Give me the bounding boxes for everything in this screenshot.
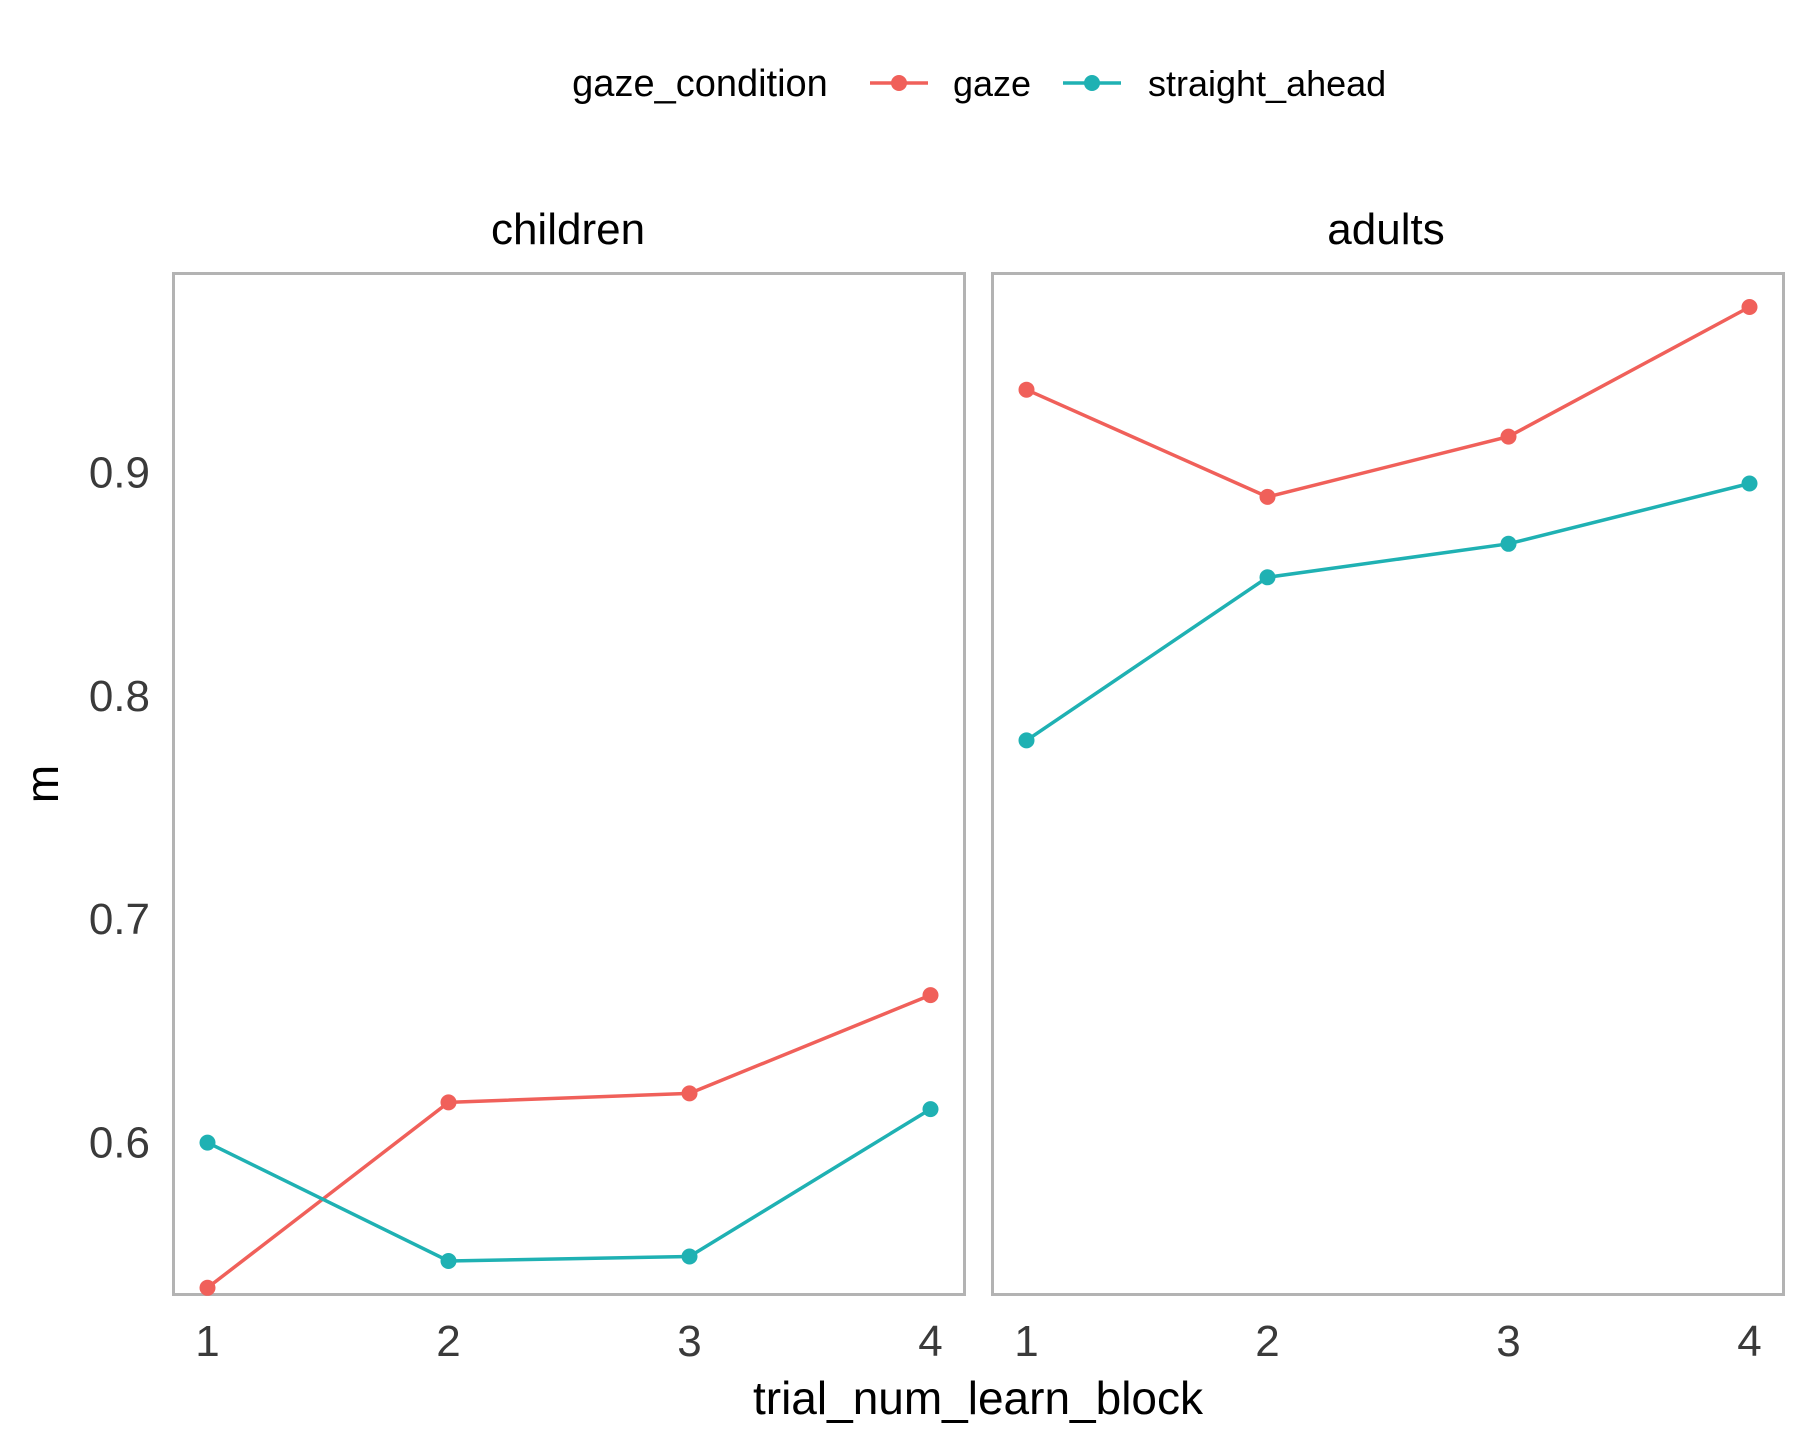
x-tick-label: 4 [918, 1317, 942, 1366]
data-point-children-straight-ahead [681, 1248, 698, 1265]
legend-label-straight-ahead: straight_ahead [1148, 63, 1386, 104]
y-axis: 0.6 0.7 0.8 0.9 [89, 448, 150, 1167]
data-point-children-straight-ahead [440, 1253, 457, 1269]
series-line-children-gaze [206, 993, 932, 1290]
panel-title-children: children [491, 205, 645, 254]
series-line-adults-gaze [1025, 305, 1751, 499]
series-line-adults-straight-ahead [1025, 481, 1750, 742]
legend-key-point-gaze [891, 75, 907, 91]
x-tick-label: 1 [195, 1317, 219, 1366]
panel-frame-adults [991, 272, 1785, 1296]
x-tick-label: 3 [1496, 1317, 1520, 1366]
panel-frame-children [172, 272, 966, 1296]
x-axis: 1 2 3 4 1 2 3 4 [195, 1317, 1761, 1366]
data-point-adults-straight-ahead [1018, 732, 1035, 749]
data-point-adults-straight-ahead [1741, 475, 1758, 492]
y-tick-label: 0.7 [89, 895, 150, 944]
y-tick-label: 0.6 [89, 1119, 150, 1168]
data-point-children-gaze [922, 987, 939, 1004]
panel-title-adults: adults [1327, 205, 1444, 254]
data-point-adults-gaze [1500, 428, 1517, 445]
x-tick-label: 2 [1255, 1317, 1279, 1366]
data-point-children-gaze [681, 1085, 698, 1102]
legend-item-gaze: gaze [870, 63, 1031, 104]
data-point-children-gaze [199, 1279, 216, 1296]
series-line-children-straight-ahead [206, 1107, 932, 1263]
legend-label-gaze: gaze [953, 63, 1031, 104]
data-point-children-straight-ahead [199, 1134, 216, 1151]
data-marks [199, 299, 1758, 1296]
y-axis-title: m [16, 765, 68, 803]
x-tick-label: 4 [1737, 1317, 1761, 1366]
data-point-children-gaze [440, 1094, 457, 1111]
legend-key-point-straight-ahead [1084, 75, 1100, 91]
x-tick-label: 1 [1014, 1317, 1038, 1366]
data-point-adults-straight-ahead [1259, 569, 1276, 586]
data-point-adults-straight-ahead [1500, 535, 1517, 552]
data-point-adults-gaze [1259, 488, 1276, 505]
legend-item-straight-ahead: straight_ahead [1063, 63, 1386, 104]
y-tick-label: 0.8 [89, 672, 150, 721]
y-tick-label: 0.9 [89, 448, 150, 497]
x-tick-label: 3 [677, 1317, 701, 1366]
legend-title: gaze_condition [572, 63, 828, 105]
data-point-children-straight-ahead [922, 1101, 939, 1118]
legend: gaze_condition gaze straight_ahead [572, 63, 1386, 105]
data-point-adults-gaze [1018, 381, 1035, 398]
data-point-adults-gaze [1741, 299, 1758, 315]
x-axis-title: trial_num_learn_block [753, 1372, 1204, 1424]
x-tick-label: 2 [436, 1317, 460, 1366]
